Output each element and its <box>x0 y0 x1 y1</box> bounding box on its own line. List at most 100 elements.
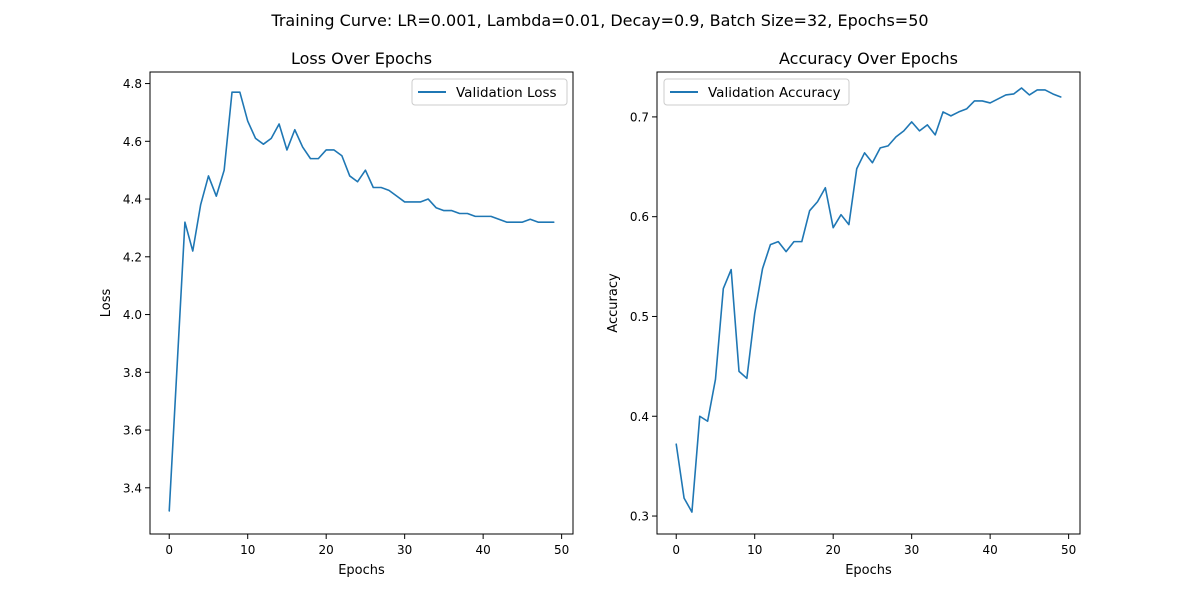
accuracy-data-point <box>1052 93 1054 95</box>
loss-data-point <box>365 169 367 171</box>
accuracy-data-point <box>762 268 764 270</box>
loss-series-line <box>168 91 555 512</box>
accuracy-y-axis-label: Accuracy <box>606 273 621 333</box>
loss-data-point <box>255 138 257 140</box>
loss-x-tick-label: 50 <box>554 543 569 557</box>
loss-x-tick-label: 10 <box>240 543 255 557</box>
accuracy-data-point <box>730 269 732 271</box>
loss-y-tick-label: 4.0 <box>123 308 142 322</box>
accuracy-legend-label: Validation Accuracy <box>708 85 841 101</box>
accuracy-data-point <box>911 121 913 123</box>
accuracy-data-point <box>942 111 944 113</box>
accuracy-data-point <box>856 168 858 170</box>
loss-data-point <box>325 149 327 151</box>
accuracy-x-tick-label: 30 <box>904 543 919 557</box>
accuracy-x-tick-label: 10 <box>747 543 762 557</box>
loss-data-point <box>168 510 170 512</box>
loss-x-tick-label: 0 <box>165 543 173 557</box>
accuracy-data-point <box>1060 96 1062 98</box>
loss-data-point <box>263 143 265 145</box>
accuracy-data-point <box>1028 94 1030 96</box>
accuracy-data-point <box>746 377 748 379</box>
accuracy-data-point <box>840 214 842 216</box>
accuracy-y-tick-label: 0.3 <box>630 510 649 524</box>
loss-data-point <box>184 221 186 223</box>
accuracy-data-point <box>934 134 936 136</box>
accuracy-data-point <box>785 251 787 253</box>
loss-data-point <box>192 250 194 252</box>
loss-data-point <box>380 187 382 189</box>
accuracy-data-point <box>919 130 921 132</box>
loss-data-point <box>537 221 539 223</box>
loss-data-point <box>553 221 555 223</box>
loss-data-point <box>514 221 516 223</box>
loss-data-point <box>521 221 523 223</box>
loss-data-point <box>529 218 531 220</box>
loss-data-point <box>396 195 398 197</box>
loss-data-point <box>388 189 390 191</box>
accuracy-data-point <box>1044 89 1046 91</box>
accuracy-data-point <box>981 100 983 102</box>
accuracy-data-point <box>864 152 866 154</box>
loss-data-point <box>200 204 202 206</box>
accuracy-data-point <box>872 162 874 164</box>
loss-data-point <box>302 146 304 148</box>
loss-data-point <box>310 158 312 160</box>
loss-data-point <box>349 175 351 177</box>
loss-plot-frame <box>149 71 574 535</box>
loss-y-tick-label: 4.8 <box>123 77 142 91</box>
accuracy-data-point <box>707 420 709 422</box>
loss-x-tick-label: 20 <box>319 543 334 557</box>
loss-x-tick-label: 40 <box>476 543 491 557</box>
loss-data-point <box>451 210 453 212</box>
loss-y-tick-label: 3.8 <box>123 366 142 380</box>
accuracy-data-point <box>675 443 677 445</box>
accuracy-data-point <box>817 201 819 203</box>
loss-data-point <box>412 201 414 203</box>
accuracy-y-tick-label: 0.6 <box>630 210 649 224</box>
accuracy-x-tick-label: 0 <box>672 543 680 557</box>
accuracy-x-tick-label: 40 <box>983 543 998 557</box>
accuracy-data-point <box>989 102 991 104</box>
loss-data-point <box>498 218 500 220</box>
loss-chart: Loss Over Epochs 0 10 20 30 40 50 3.4 3.6 3.8 4.0 4… <box>99 49 574 578</box>
accuracy-legend-box <box>663 78 850 106</box>
loss-data-point <box>247 120 249 122</box>
accuracy-data-point <box>1005 94 1007 96</box>
accuracy-y-tick-label: 0.4 <box>630 410 649 424</box>
accuracy-data-point <box>1013 93 1015 95</box>
loss-y-tick-label: 3.6 <box>123 424 142 438</box>
loss-data-point <box>545 221 547 223</box>
loss-data-point <box>333 149 335 151</box>
accuracy-data-point <box>950 115 952 117</box>
accuracy-data-point <box>887 145 889 147</box>
loss-data-point <box>419 201 421 203</box>
accuracy-data-point <box>722 288 724 290</box>
accuracy-x-axis-label: Epochs <box>845 563 892 578</box>
accuracy-data-point <box>715 378 717 380</box>
loss-data-point <box>278 123 280 125</box>
loss-data-point <box>435 207 437 209</box>
loss-data-point <box>239 91 241 93</box>
loss-data-point <box>294 129 296 131</box>
accuracy-data-point <box>824 187 826 189</box>
loss-legend: Validation Loss <box>411 78 568 106</box>
accuracy-data-point <box>974 100 976 102</box>
accuracy-data-point <box>926 124 928 126</box>
loss-data-point <box>223 169 225 171</box>
loss-legend-label: Validation Loss <box>456 85 557 101</box>
accuracy-y-tick-label: 0.5 <box>630 310 649 324</box>
accuracy-data-point <box>809 210 811 212</box>
accuracy-data-point <box>848 224 850 226</box>
accuracy-x-tick-label: 50 <box>1061 543 1076 557</box>
loss-data-point <box>317 158 319 160</box>
loss-data-point <box>404 201 406 203</box>
loss-data-point <box>459 213 461 215</box>
accuracy-data-point <box>895 136 897 138</box>
accuracy-data-point <box>793 241 795 243</box>
accuracy-data-point <box>754 313 756 315</box>
loss-data-point <box>231 91 233 93</box>
loss-data-point <box>341 155 343 157</box>
